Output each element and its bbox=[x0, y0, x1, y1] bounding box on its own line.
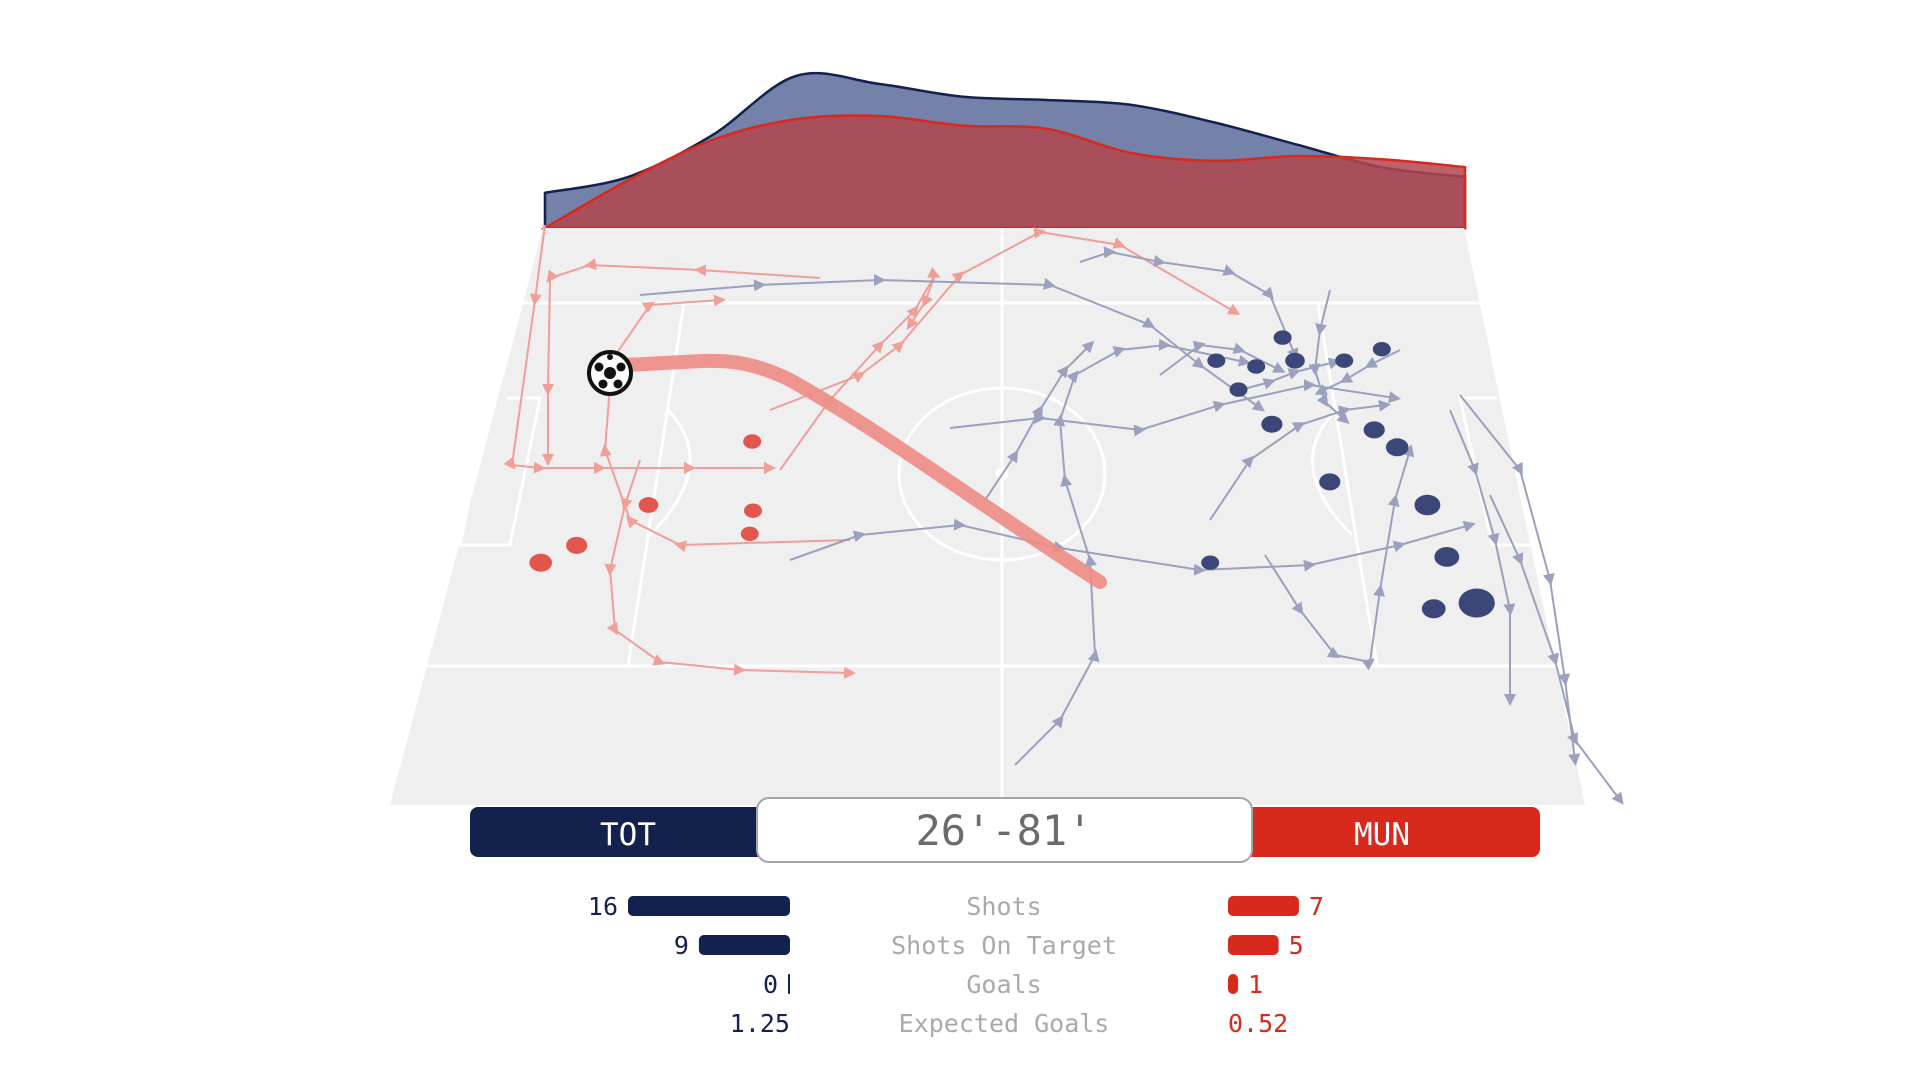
tot-pass-path bbox=[984, 340, 1095, 501]
mun-stat-value: 1 bbox=[1248, 970, 1263, 999]
mun-stat-bar bbox=[1228, 974, 1239, 994]
tot-shot-marker bbox=[1285, 352, 1305, 369]
scoreboard: TOT 26'-81' MUN bbox=[470, 797, 1540, 863]
tot-stat-value: 9 bbox=[674, 931, 689, 960]
mun-shot-marker bbox=[638, 497, 659, 513]
tot-shot-marker bbox=[1372, 342, 1391, 357]
time-window-box bbox=[756, 797, 1253, 863]
home-team-banner bbox=[470, 807, 810, 857]
tot-stat-bar bbox=[788, 974, 790, 994]
stat-name: Shots bbox=[966, 892, 1041, 921]
away-team-banner bbox=[1190, 807, 1540, 857]
tot-stat-value: 16 bbox=[588, 892, 618, 921]
mun-shot-marker bbox=[743, 434, 762, 449]
tot-shot-marker bbox=[1335, 353, 1354, 368]
mun-shot-marker bbox=[744, 503, 762, 518]
tot-pass-path bbox=[1449, 409, 1516, 706]
tot-pass-path bbox=[1489, 494, 1624, 805]
tot-shot-marker bbox=[1201, 555, 1220, 570]
tot-stat-value: 0 bbox=[763, 970, 778, 999]
pitch-surface bbox=[390, 228, 1585, 805]
away-team-label: MUN bbox=[1354, 817, 1410, 853]
tot-shot-marker bbox=[1414, 494, 1441, 516]
stat-name: Expected Goals bbox=[899, 1009, 1110, 1038]
tot-shot-marker bbox=[1207, 353, 1226, 368]
mun-pass-path bbox=[604, 459, 856, 679]
tot-shot-marker bbox=[1363, 421, 1385, 439]
tot-shot-marker bbox=[1385, 438, 1409, 457]
stat-name: Shots On Target bbox=[891, 931, 1117, 960]
mun-shot-marker bbox=[740, 526, 759, 541]
tot-stat-bar bbox=[698, 935, 790, 955]
time-window-label: 26'-81' bbox=[915, 806, 1092, 855]
tot-pass-path bbox=[1239, 357, 1341, 391]
momentum-chart bbox=[540, 71, 1467, 230]
shot-markers bbox=[529, 330, 1495, 619]
tot-pass-paths bbox=[639, 246, 1624, 805]
tot-shot-marker bbox=[1458, 588, 1495, 618]
tot-shot-marker bbox=[1319, 473, 1341, 491]
momentum-area-mun bbox=[540, 114, 1467, 230]
left-goal-line-box bbox=[458, 397, 492, 546]
mun-shot-marker bbox=[566, 536, 588, 554]
tot-shot-marker bbox=[1421, 599, 1446, 619]
mun-stat-bar bbox=[1228, 896, 1299, 916]
mun-stat-value: 0.52 bbox=[1228, 1009, 1288, 1038]
mun-pass-path bbox=[542, 258, 821, 466]
tot-shot-marker bbox=[1273, 330, 1292, 345]
mun-stat-bar bbox=[1228, 935, 1279, 955]
tot-shot-marker bbox=[1261, 415, 1283, 433]
tot-shot-marker bbox=[1229, 382, 1248, 397]
goal-shot-trajectory bbox=[608, 353, 1107, 589]
stat-name: Goals bbox=[966, 970, 1041, 999]
tot-pass-path bbox=[1264, 444, 1415, 671]
tot-pass-path bbox=[1079, 246, 1299, 361]
tot-stat-bar bbox=[628, 896, 790, 916]
mun-stat-value: 7 bbox=[1309, 892, 1324, 921]
stats-comparison: Shots 16 7 Shots On Target 9 5 Goals 0 1 Expected… bbox=[588, 892, 1324, 1038]
tot-pass-path bbox=[1209, 399, 1391, 521]
tot-stat-value: 1.25 bbox=[730, 1009, 790, 1038]
mun-shot-marker bbox=[529, 553, 552, 572]
tot-shot-marker bbox=[1434, 547, 1460, 567]
mun-stat-value: 5 bbox=[1289, 931, 1304, 960]
home-team-label: TOT bbox=[600, 817, 656, 853]
tot-shot-marker bbox=[1247, 359, 1266, 374]
pitch bbox=[390, 228, 1585, 805]
football-icon bbox=[587, 350, 633, 396]
